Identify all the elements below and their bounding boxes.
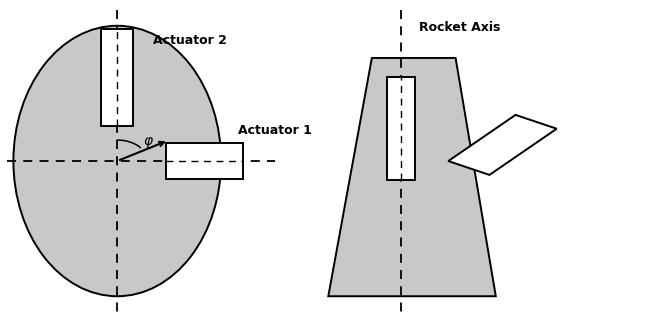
Bar — [387, 77, 415, 180]
Bar — [166, 143, 243, 179]
Bar — [101, 29, 133, 126]
Text: $\varphi$: $\varphi$ — [143, 135, 153, 150]
Polygon shape — [328, 58, 496, 296]
Ellipse shape — [13, 26, 221, 296]
Text: Rocket Axis: Rocket Axis — [419, 21, 500, 34]
Polygon shape — [448, 115, 557, 175]
Text: Actuator 2: Actuator 2 — [153, 34, 226, 47]
Text: Actuator 1: Actuator 1 — [238, 124, 312, 137]
